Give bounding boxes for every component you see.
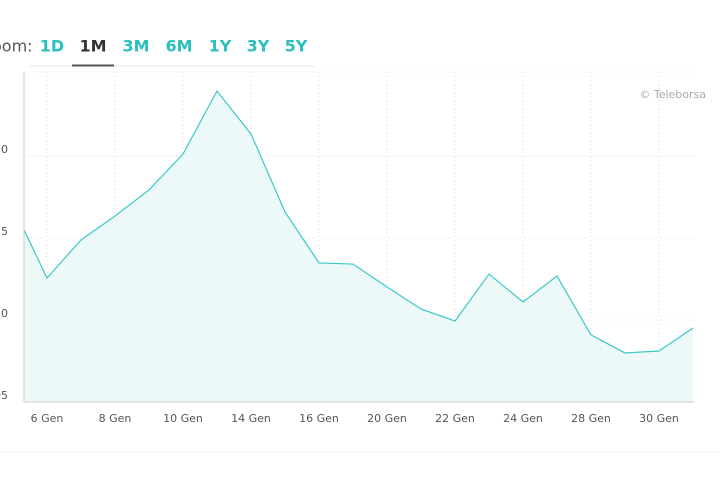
credit: © Teleborsa — [639, 88, 706, 101]
zoom-button[interactable]: 5Y — [285, 37, 308, 56]
y-tick-label: 10 — [0, 307, 8, 320]
zoom-button[interactable]: 1M — [79, 37, 106, 56]
x-tick-label: 14 Gen — [231, 412, 271, 425]
x-tick-label: 20 Gen — [367, 412, 407, 425]
zoom-button[interactable]: 6M — [165, 37, 192, 56]
x-tick-label: 6 Gen — [31, 412, 64, 425]
x-tick-label: 24 Gen — [503, 412, 543, 425]
zoom-label: oom: — [0, 37, 33, 56]
x-tick-label: 10 Gen — [163, 412, 203, 425]
zoom-button[interactable]: 3M — [122, 37, 149, 56]
x-tick-label: 30 Gen — [639, 412, 679, 425]
plot-area — [24, 89, 694, 402]
y-tick-label: 20 — [0, 143, 8, 156]
zoom-button[interactable]: 1D — [40, 37, 64, 56]
zoom-button[interactable]: 1Y — [209, 37, 232, 56]
x-tick-label: 16 Gen — [299, 412, 339, 425]
zoom-button[interactable]: 3Y — [247, 37, 270, 56]
area-fill — [24, 91, 693, 402]
x-tick-label: 28 Gen — [571, 412, 611, 425]
y-tick-label: 15 — [0, 225, 8, 238]
x-tick-label: 8 Gen — [99, 412, 132, 425]
y-tick-label: 05 — [0, 389, 8, 402]
x-tick-label: 22 Gen — [435, 412, 475, 425]
price-line — [24, 89, 694, 354]
